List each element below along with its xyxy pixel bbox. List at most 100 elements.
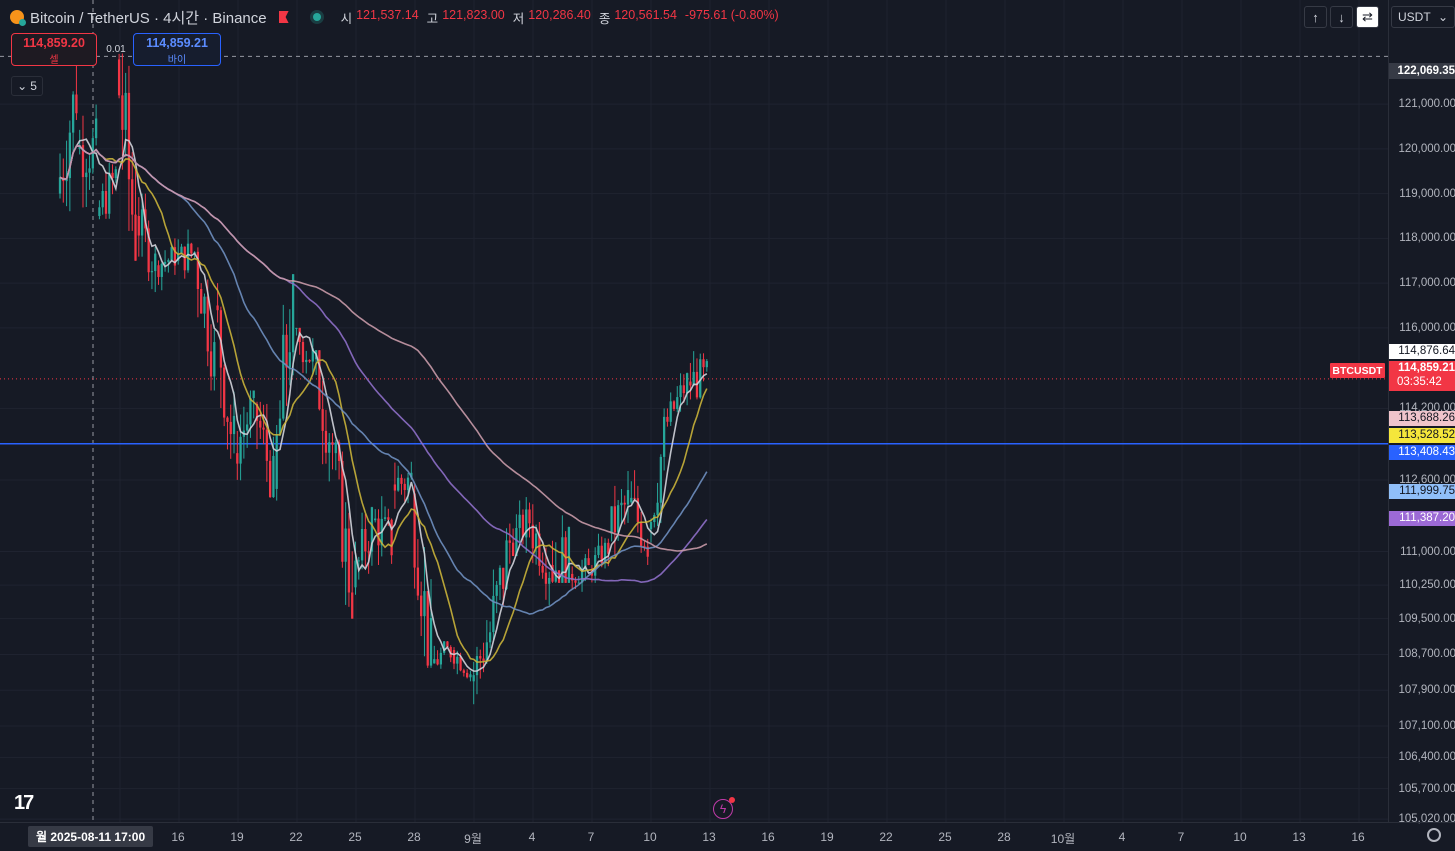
candle-body xyxy=(505,540,508,589)
buy-button[interactable]: 114,859.21 바이 xyxy=(133,33,221,66)
candle-body xyxy=(580,569,584,583)
candle-body xyxy=(626,490,630,505)
currency-label: USDT xyxy=(1398,10,1431,24)
candle-body xyxy=(58,177,62,194)
candle-body xyxy=(643,545,646,547)
candle-body xyxy=(538,533,541,566)
candle-body xyxy=(140,209,144,236)
candle-body xyxy=(127,92,131,180)
chart-pane[interactable] xyxy=(0,0,1388,822)
ma-yellow-line xyxy=(59,145,708,663)
candle-body xyxy=(525,509,528,538)
time-tick-label: 16 xyxy=(1351,830,1365,844)
candle-body xyxy=(259,420,262,428)
candle-body xyxy=(472,675,475,682)
lightning-icon[interactable]: ϟ xyxy=(713,797,735,819)
time-tick-label: 7 xyxy=(587,830,595,844)
sync-icon[interactable]: ⇄ xyxy=(1356,6,1379,28)
time-axis[interactable]: 월 2025-08-11 17:00 16 19 22 25 28 9월 4 7 10 13 16 1… xyxy=(0,822,1455,851)
time-tick-label: 22 xyxy=(289,830,303,844)
candle-body xyxy=(475,656,479,676)
candle-body xyxy=(492,595,495,633)
candle-body xyxy=(370,507,374,552)
symbol-title[interactable]: Bitcoin / TetherUS · 4시간 · Binance xyxy=(30,9,267,27)
candle-body xyxy=(167,260,170,262)
gear-icon[interactable] xyxy=(1427,828,1441,842)
candle-body xyxy=(291,274,295,353)
price-tick-label: 109,500.00 xyxy=(1398,612,1455,625)
candle-body xyxy=(410,472,413,478)
candle-body xyxy=(121,95,124,130)
currency-select[interactable]: USDT ⌄ xyxy=(1391,6,1455,28)
candle-body xyxy=(328,442,331,453)
time-tick-label: 4 xyxy=(1118,830,1126,844)
price-tick-label: 110,250.00 xyxy=(1399,579,1455,592)
candle-body xyxy=(387,517,390,520)
candle-body xyxy=(337,442,341,461)
candle-body xyxy=(108,172,111,214)
candle-body xyxy=(515,527,518,557)
candle-body xyxy=(81,145,85,178)
chevron-down-icon: ⌄ xyxy=(17,79,28,93)
chevron-down-icon: ⌄ xyxy=(1437,10,1448,24)
time-tick-label: 28 xyxy=(997,830,1011,844)
ma-white-line xyxy=(59,138,708,672)
last-price-value: 114,859.21 xyxy=(1398,362,1455,374)
price-chart[interactable] xyxy=(0,0,1388,822)
tradingview-logo-icon[interactable]: 17 xyxy=(14,792,34,814)
sell-price: 114,859.20 xyxy=(23,36,85,50)
candle-body xyxy=(265,429,268,461)
candle-body xyxy=(341,460,344,562)
arrow-up-icon[interactable]: ↑ xyxy=(1304,6,1327,28)
symbol-tag: BTCUSDT xyxy=(1330,363,1385,378)
candle-body xyxy=(459,656,462,671)
candle-body xyxy=(469,674,472,678)
candle-body xyxy=(620,502,623,506)
candle-body xyxy=(465,672,469,678)
candle-body xyxy=(94,118,98,139)
last-high-label: 114,876.64 xyxy=(1389,344,1455,359)
candle-body xyxy=(548,577,551,584)
sell-button[interactable]: 114,859.20 셀 xyxy=(11,33,97,66)
candle-body xyxy=(479,656,482,659)
horizontal-line-label: 113,408.43 xyxy=(1389,445,1455,460)
candle-body xyxy=(377,518,380,546)
candle-body xyxy=(71,94,75,133)
indicators-toggle-button[interactable]: ⌄ 5 xyxy=(11,76,43,96)
price-axis[interactable]: 122,069.35 114,876.64 114,859.21 03:35:4… xyxy=(1388,0,1455,825)
candle-body xyxy=(367,551,370,553)
flag-icon[interactable] xyxy=(278,11,289,23)
change-value: -975.61 (-0.80%) xyxy=(684,7,779,22)
time-tick-label: 9월 xyxy=(464,832,482,846)
candle-body xyxy=(587,558,590,566)
candle-body xyxy=(357,560,360,562)
candle-body xyxy=(295,327,298,329)
candle-body xyxy=(200,289,203,314)
price-tick-label: 106,400.00 xyxy=(1398,751,1455,764)
candle-body xyxy=(206,296,209,352)
candle-body xyxy=(111,172,114,179)
candle-body xyxy=(551,564,554,582)
top-toolbar: ↑ ↓ ⇄ xyxy=(1304,6,1379,28)
candle-body xyxy=(150,271,154,273)
last-price-label: 114,859.21 03:35:42 xyxy=(1389,361,1455,391)
candle-body xyxy=(669,401,672,422)
price-tick-label: 105,700.00 xyxy=(1398,782,1455,795)
candle-body xyxy=(633,497,636,499)
candle-body xyxy=(682,385,685,394)
candle-body xyxy=(282,334,285,419)
candle-body xyxy=(170,247,173,261)
candle-body xyxy=(662,416,666,457)
candle-body xyxy=(577,582,580,584)
candle-body xyxy=(157,265,160,277)
price-tick-label: 120,000.00 xyxy=(1398,142,1455,155)
arrow-down-icon[interactable]: ↓ xyxy=(1330,6,1353,28)
candle-body xyxy=(334,442,337,454)
price-tick-label: 112,600.00 xyxy=(1399,473,1455,486)
candle-body xyxy=(288,352,291,368)
candle-body xyxy=(331,442,334,445)
candle-body xyxy=(433,659,436,664)
candle-body xyxy=(249,397,252,425)
candle-body xyxy=(308,359,311,362)
candle-body xyxy=(699,359,702,398)
